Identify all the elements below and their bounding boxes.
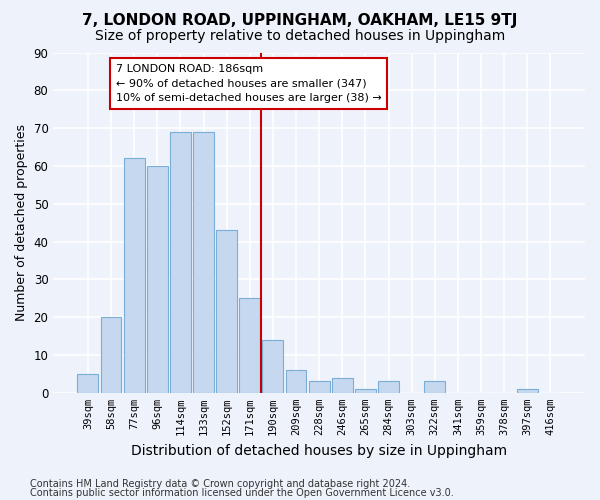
Bar	[286, 370, 307, 393]
Bar	[262, 340, 283, 393]
Bar	[147, 166, 167, 393]
Bar	[170, 132, 191, 393]
Bar	[517, 389, 538, 393]
Text: Contains HM Land Registry data © Crown copyright and database right 2024.: Contains HM Land Registry data © Crown c…	[30, 479, 410, 489]
Bar	[424, 382, 445, 393]
Bar	[378, 382, 399, 393]
Bar	[309, 382, 329, 393]
Text: Size of property relative to detached houses in Uppingham: Size of property relative to detached ho…	[95, 29, 505, 43]
Text: Contains public sector information licensed under the Open Government Licence v3: Contains public sector information licen…	[30, 488, 454, 498]
Text: 7, LONDON ROAD, UPPINGHAM, OAKHAM, LE15 9TJ: 7, LONDON ROAD, UPPINGHAM, OAKHAM, LE15 …	[82, 12, 518, 28]
Text: 7 LONDON ROAD: 186sqm
← 90% of detached houses are smaller (347)
10% of semi-det: 7 LONDON ROAD: 186sqm ← 90% of detached …	[116, 64, 382, 104]
Bar	[355, 389, 376, 393]
X-axis label: Distribution of detached houses by size in Uppingham: Distribution of detached houses by size …	[131, 444, 507, 458]
Bar	[101, 317, 121, 393]
Bar	[239, 298, 260, 393]
Bar	[332, 378, 353, 393]
Bar	[77, 374, 98, 393]
Bar	[193, 132, 214, 393]
Y-axis label: Number of detached properties: Number of detached properties	[15, 124, 28, 321]
Bar	[124, 158, 145, 393]
Bar	[216, 230, 237, 393]
